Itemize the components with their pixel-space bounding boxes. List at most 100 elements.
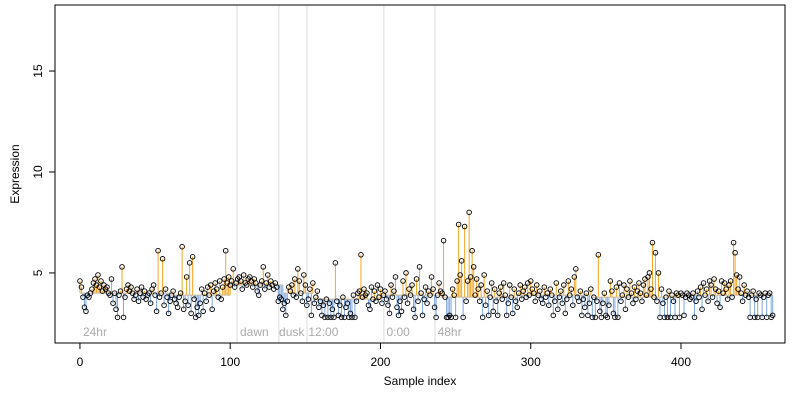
point [505,300,511,306]
point [334,298,340,304]
point [170,288,176,294]
point [696,294,702,300]
point [660,300,666,306]
point [407,292,414,298]
point [738,290,744,296]
point [344,300,351,306]
point [711,276,717,282]
point [580,296,587,302]
point [649,239,656,246]
point [715,288,722,294]
point [633,296,639,302]
point [708,282,714,288]
point [308,312,315,319]
point [558,288,564,294]
point [353,298,360,304]
point [138,284,145,290]
point [753,296,759,302]
point [431,304,438,311]
point [506,282,513,288]
point [195,312,202,319]
point [403,270,409,276]
point [283,312,289,319]
point [80,294,86,300]
point [83,308,89,315]
point [627,278,633,284]
point [371,288,378,294]
point [568,286,575,292]
point [265,272,271,278]
point [514,304,520,311]
point [669,292,675,298]
point [463,298,469,304]
point [209,306,215,313]
point [243,282,250,288]
point [622,306,629,313]
point [714,300,720,306]
point [636,280,642,286]
point [618,298,624,304]
point [549,292,555,298]
point [597,308,603,315]
point [470,264,477,270]
point [579,312,585,319]
point [179,243,185,250]
point [197,300,203,306]
annotation: 48hr [438,325,462,339]
point [218,296,224,302]
point [183,274,190,280]
point [186,260,193,266]
point [503,312,510,319]
point [491,286,498,292]
point [389,294,396,300]
point [158,290,164,296]
point [697,284,704,290]
point [664,314,671,321]
point [598,314,605,321]
point [564,296,570,302]
x-tick-label: 0 [77,355,84,369]
point [433,314,439,321]
point [162,286,169,292]
point [280,306,286,313]
point [454,278,460,284]
point [625,294,632,300]
point [585,312,591,319]
point [573,266,579,272]
point [694,288,701,294]
point [419,312,426,319]
point [652,249,659,256]
point [512,298,519,304]
point [562,310,569,317]
point [517,282,523,288]
point [350,292,357,298]
point [488,280,495,286]
point [613,284,620,290]
point [591,294,597,300]
point [305,296,312,302]
point [681,312,687,319]
point [368,284,375,290]
point [203,298,209,304]
point [292,276,298,282]
annotation: dawn [240,325,269,339]
point [717,304,723,311]
point [577,288,584,294]
point [730,239,737,246]
point [497,284,504,290]
point [436,280,442,286]
point [637,290,644,296]
point [449,286,456,292]
point [612,314,618,321]
point [508,294,514,300]
point [769,312,776,319]
point [640,282,647,288]
annotation: 0:00 [386,325,410,339]
point [451,292,457,298]
point [418,290,424,296]
point [213,286,220,292]
point [114,314,121,321]
point [415,298,421,304]
point [547,286,554,292]
point [484,288,490,294]
